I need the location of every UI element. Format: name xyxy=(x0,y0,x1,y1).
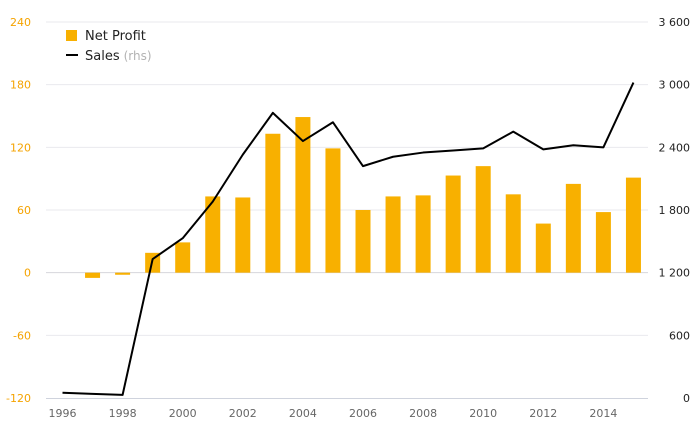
left-tick-label: -60 xyxy=(13,329,31,342)
bar-net-profit-2012 xyxy=(535,223,551,273)
left-tick-label: 240 xyxy=(10,16,31,29)
x-tick-label: 1996 xyxy=(49,407,77,420)
x-tick-label: 1998 xyxy=(109,407,137,420)
left-tick-label: 120 xyxy=(10,141,31,154)
left-tick-label: -120 xyxy=(6,392,31,405)
bar-net-profit-2000 xyxy=(175,242,191,273)
legend-label-sales: Sales (rhs) xyxy=(85,49,152,64)
right-tick-label: 3 000 xyxy=(659,79,691,92)
sales-line-layer xyxy=(62,82,635,396)
legend-label-net-profit: Net Profit xyxy=(85,29,146,44)
x-axis: 1996 1998 2000 2002 2004 2006 2008 2010 2012 2014 xyxy=(49,407,618,420)
bar-net-profit-2008 xyxy=(415,195,431,273)
legend: Net Profit Sales (rhs) xyxy=(66,29,152,64)
x-tick-label: 2008 xyxy=(409,407,437,420)
bar-net-profit-2009 xyxy=(445,175,461,273)
bar-net-profit-1997 xyxy=(85,272,101,278)
right-tick-label: 600 xyxy=(669,329,690,342)
x-tick-label: 2000 xyxy=(169,407,197,420)
left-axis: -120 -60 0 60 120 180 240 xyxy=(6,16,31,405)
grid xyxy=(46,21,648,399)
x-tick-label: 2006 xyxy=(349,407,377,420)
bar-net-profit-2001 xyxy=(205,196,221,273)
legend-label-sales-suffix: (rhs) xyxy=(124,49,152,63)
bar-net-profit-2013 xyxy=(565,183,581,273)
bar-net-profit-1998 xyxy=(115,272,131,275)
left-tick-label: 0 xyxy=(24,267,31,280)
x-tick-label: 2002 xyxy=(229,407,257,420)
bar-net-profit-2015 xyxy=(625,177,641,273)
left-tick-label: 180 xyxy=(10,79,31,92)
bar-net-profit-2010 xyxy=(475,166,491,273)
left-tick-label: 60 xyxy=(17,204,31,217)
bar-net-profit-2005 xyxy=(325,148,341,273)
right-tick-label: 3 600 xyxy=(659,16,691,29)
right-tick-label: 2 400 xyxy=(659,141,691,154)
x-tick-label: 2010 xyxy=(469,407,497,420)
bar-net-profit-2002 xyxy=(235,197,251,273)
right-tick-label: 1 200 xyxy=(659,267,691,280)
net-profit-bars xyxy=(85,117,641,278)
bar-net-profit-2007 xyxy=(385,196,401,273)
right-axis: 0 600 1 200 1 800 2 400 3 000 3 600 xyxy=(659,16,691,405)
right-tick-label: 0 xyxy=(683,392,690,405)
bar-net-profit-2011 xyxy=(505,194,521,273)
sales-line xyxy=(62,82,635,396)
legend-label-sales-name: Sales xyxy=(85,49,120,64)
bar-net-profit-2003 xyxy=(265,133,281,273)
x-tick-label: 2012 xyxy=(529,407,557,420)
bar-net-profit-2006 xyxy=(355,210,371,273)
legend-swatch-net-profit xyxy=(66,30,77,41)
right-tick-label: 1 800 xyxy=(659,204,691,217)
bar-net-profit-2014 xyxy=(595,212,611,273)
bar-net-profit-2004 xyxy=(295,117,311,273)
x-tick-label: 2014 xyxy=(589,407,617,420)
x-tick-label: 2004 xyxy=(289,407,317,420)
